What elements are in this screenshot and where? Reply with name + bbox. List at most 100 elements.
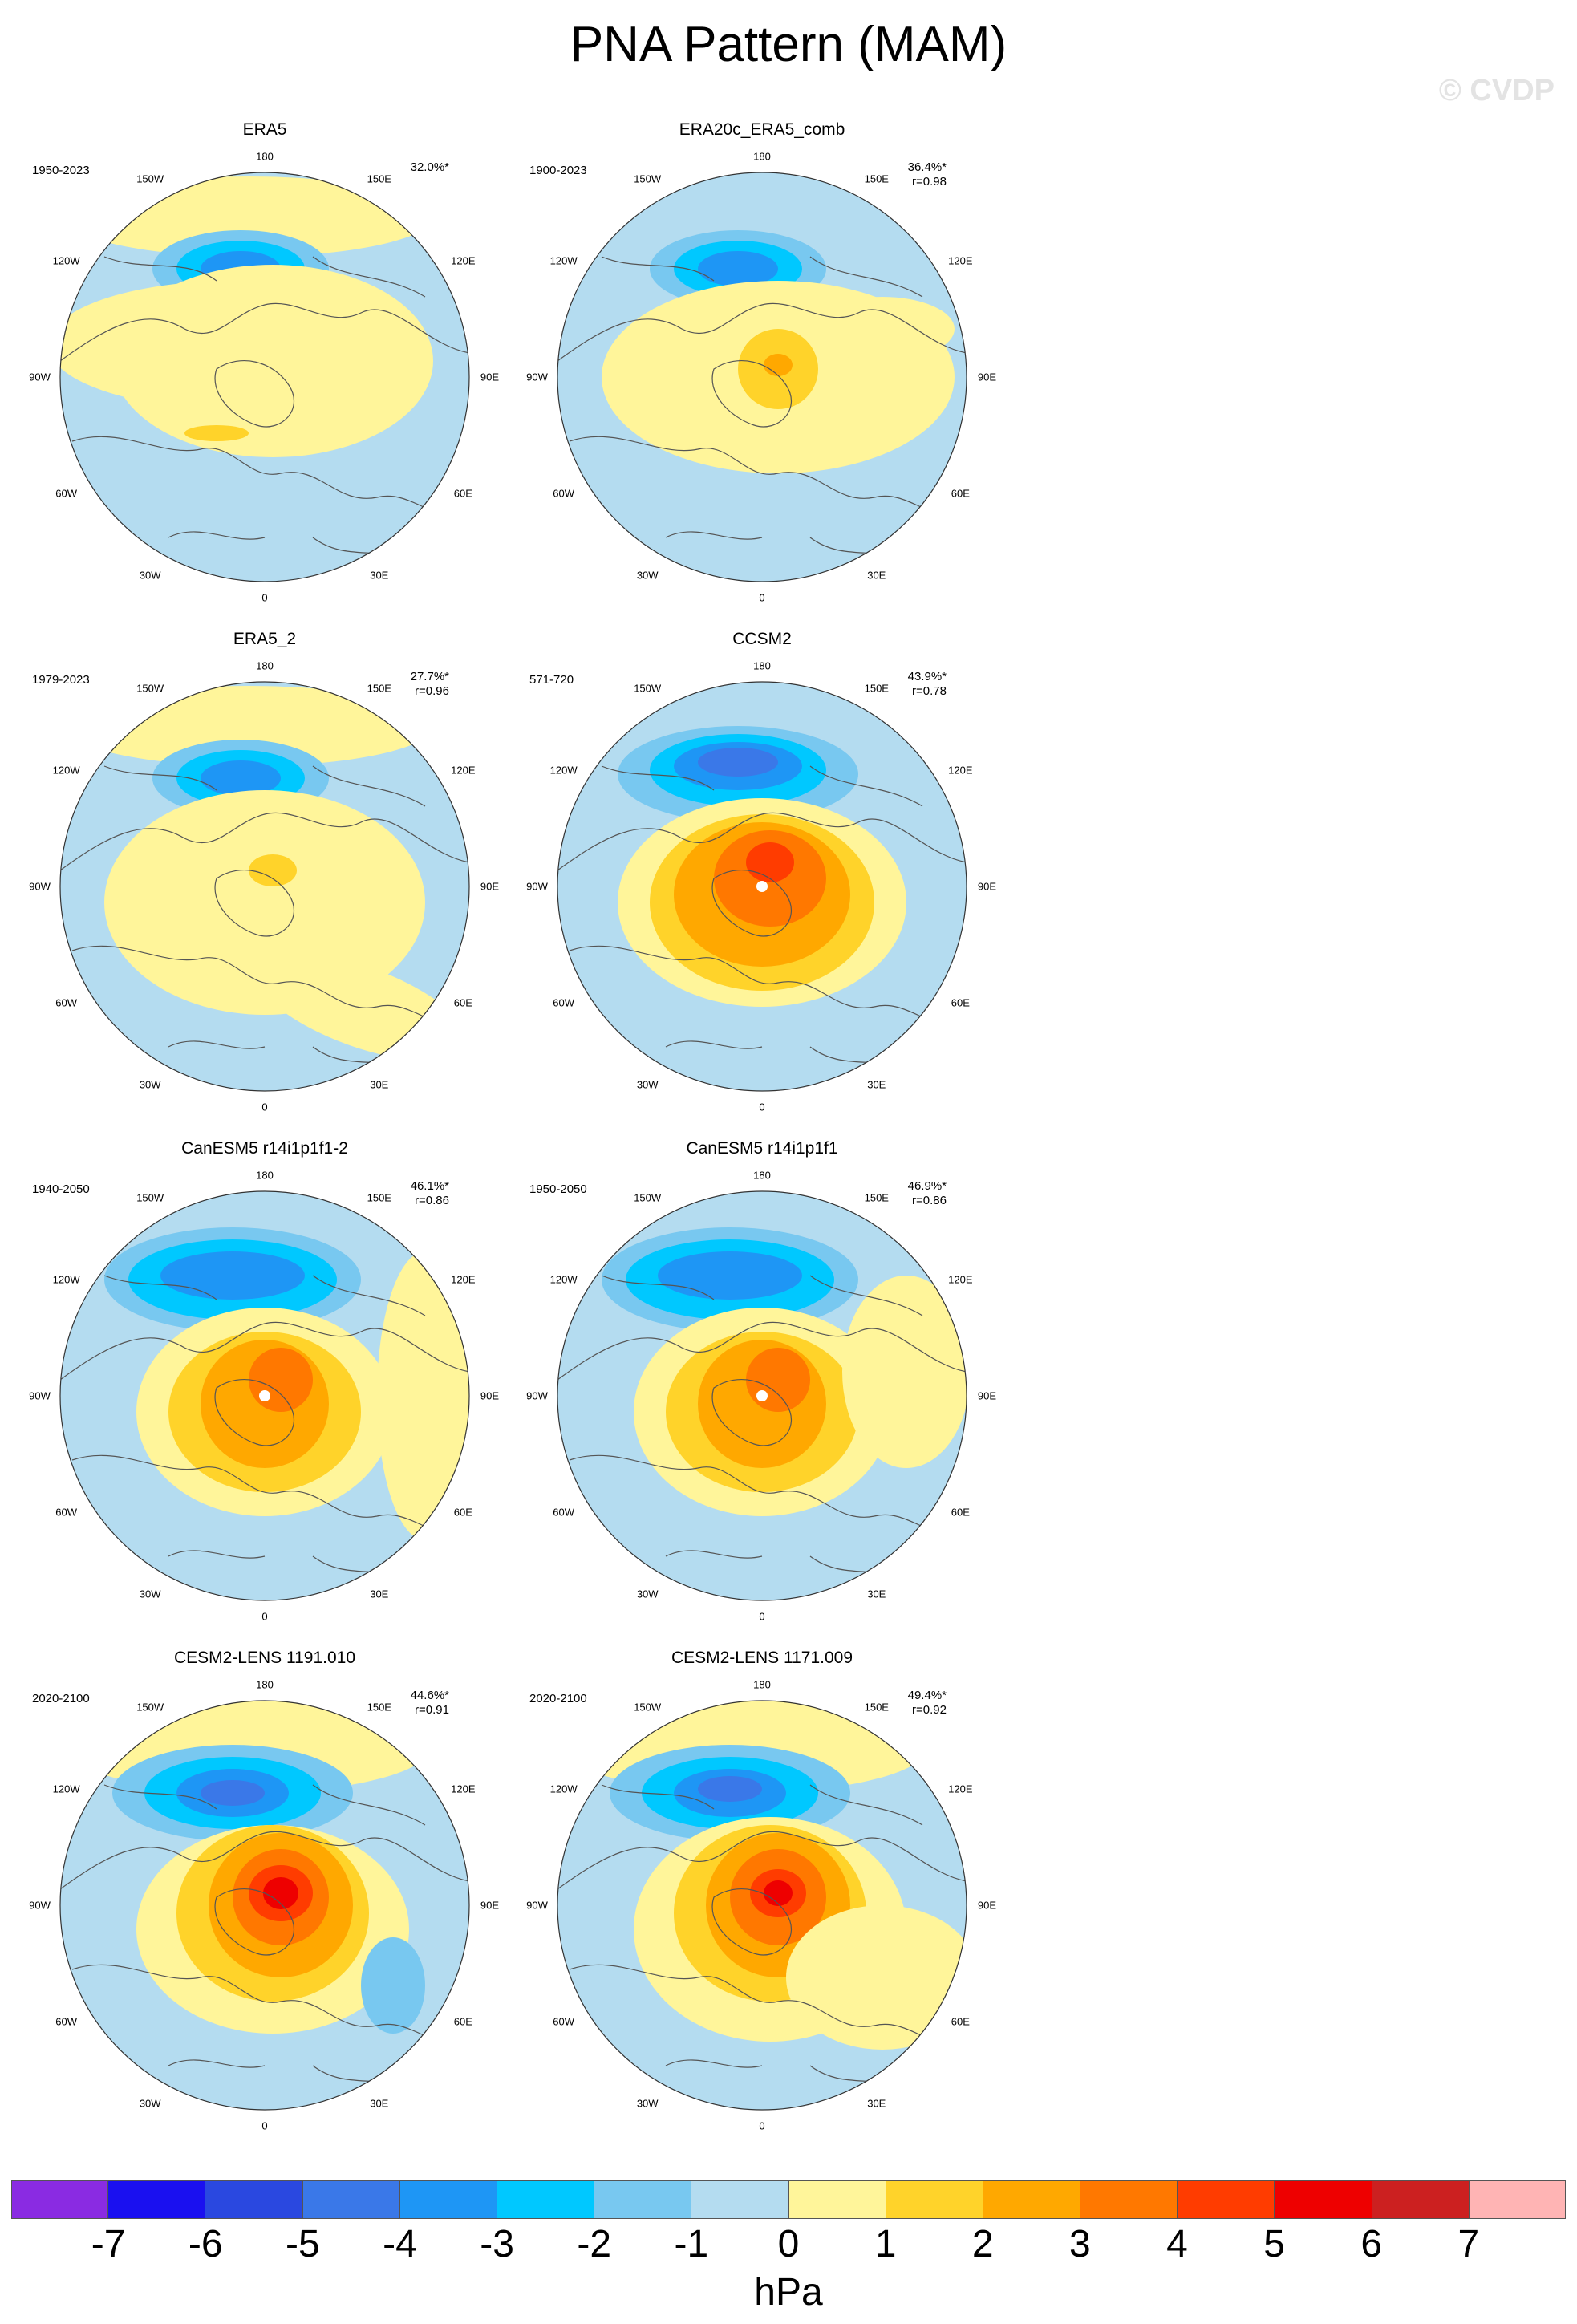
north-pole-marker [756, 1390, 768, 1401]
panel-title: CCSM2 [732, 630, 792, 648]
map-boundary [59, 681, 470, 1092]
longitude-label: 120W [549, 254, 578, 267]
colorbar-tick-label: -1 [674, 2223, 709, 2265]
longitude-label: 30E [867, 2097, 886, 2110]
longitude-label: 60E [951, 996, 970, 1009]
longitude-label: 60W [55, 2015, 78, 2028]
longitude-label: 30W [139, 1078, 161, 1091]
anomaly-contour [201, 1780, 265, 1806]
map-panel: ERA5 1950-2023 32.0%* 180 0 150W 150E 120W 120E 9… [0, 120, 529, 634]
panel-percent: 32.0%* [410, 160, 449, 174]
colorbar-tick-label: -7 [91, 2223, 126, 2265]
longitude-label: 0 [261, 591, 268, 604]
colorbar-tick-label: 2 [971, 2223, 994, 2265]
map-boundary [557, 1700, 967, 2111]
longitude-label: 30W [139, 2097, 161, 2110]
map-panel: ERA5_2 1979-2023 27.7%* r=0.96 180 0 150W 150E 1… [0, 630, 529, 1143]
longitude-label: 90W [526, 880, 548, 893]
anomaly-contour [810, 297, 955, 361]
colorbar-swatch [691, 2180, 789, 2219]
colorbar-swatch [886, 2180, 983, 2219]
colorbar-swatch [1275, 2180, 1372, 2219]
longitude-label: 90W [526, 1899, 548, 1912]
polar-map [557, 1190, 967, 1601]
panel-years: 1940-2050 [32, 1182, 90, 1196]
panel-stats: 44.6%* r=0.91 [385, 1689, 449, 1718]
anomaly-contour [249, 854, 297, 886]
copyright-watermark: © CVDP [1438, 74, 1555, 107]
polar-map [59, 1190, 470, 1601]
colorbar-swatch [788, 2180, 886, 2219]
map-boundary [59, 172, 470, 582]
anomaly-contour [764, 354, 793, 376]
polar-map [557, 1700, 967, 2111]
panel-percent: 49.4%* [907, 1689, 947, 1702]
longitude-label: 0 [261, 2119, 268, 2132]
longitude-label: 0 [759, 2119, 765, 2132]
panel-years: 1950-2050 [529, 1182, 587, 1196]
longitude-label: 90E [977, 371, 997, 383]
polar-map [59, 172, 470, 582]
panel-correlation: r=0.98 [912, 175, 947, 189]
map-panel: CESM2-LENS 1191.010 2020-2100 44.6%* r=0.91… [0, 1649, 529, 2162]
panel-title: CanESM5 r14i1p1f1 [686, 1139, 838, 1158]
longitude-label: 60E [951, 487, 970, 500]
colorbar-tick-label: -4 [383, 2223, 417, 2265]
colorbar-swatch [594, 2180, 692, 2219]
longitude-label: 120E [948, 1783, 973, 1795]
panel-correlation: r=0.78 [912, 684, 947, 698]
anomaly-contour [698, 748, 778, 777]
longitude-label: 150E [367, 172, 391, 185]
colorbar-tick-label: 0 [777, 2223, 800, 2265]
map-panel: CanESM5 r14i1p1f1-2 1940-2050 46.1%* r=0.86… [0, 1139, 529, 1653]
longitude-label: 60E [453, 1506, 472, 1519]
longitude-label: 150E [367, 1701, 391, 1714]
anomaly-contour [786, 1905, 967, 2050]
panel-correlation: r=0.86 [415, 1194, 449, 1207]
anomaly-contour [746, 842, 794, 882]
longitude-label: 90E [480, 880, 500, 893]
anomaly-contour [698, 1776, 762, 1802]
longitude-label: 90E [480, 1899, 500, 1912]
longitude-label: 120W [549, 1273, 578, 1286]
coastline [60, 256, 469, 562]
longitude-label: 30W [636, 1588, 659, 1600]
longitude-label: 120W [52, 1273, 80, 1286]
longitude-label: 150W [136, 1701, 164, 1714]
colorbar-tick-label: 5 [1263, 2223, 1285, 2265]
colorbar-swatch [1080, 2180, 1178, 2219]
longitude-label: 60W [553, 1506, 575, 1519]
panel-stats: 36.4%* r=0.98 [882, 160, 947, 189]
anomaly-contour [249, 1348, 313, 1412]
panel-stats: 43.9%* r=0.78 [882, 670, 947, 699]
longitude-label: 0 [759, 1610, 765, 1623]
longitude-label: 30E [370, 2097, 389, 2110]
longitude-label: 120W [549, 1783, 578, 1795]
panel-stats: 32.0%* [385, 160, 449, 175]
anomaly-contour [377, 1251, 469, 1540]
panel-title: ERA5 [242, 120, 287, 139]
longitude-label: 60W [553, 996, 575, 1009]
panel-correlation: r=0.92 [912, 1703, 947, 1717]
longitude-label: 150W [634, 682, 662, 695]
panel-title: CESM2-LENS 1191.010 [173, 1649, 356, 1667]
longitude-label: 150W [634, 172, 662, 185]
longitude-label: 30E [370, 1078, 389, 1091]
map-boundary [557, 1190, 967, 1601]
longitude-label: 150E [367, 1191, 391, 1204]
coastline [557, 765, 967, 1072]
panel-years: 571-720 [529, 673, 574, 687]
map-boundary [557, 172, 967, 582]
anomaly-contour [263, 1877, 298, 1909]
longitude-label: 90W [526, 371, 548, 383]
north-pole-marker [259, 1390, 270, 1401]
map-boundary [59, 1700, 470, 2111]
colorbar-swatch [108, 2180, 206, 2219]
page-title: PNA Pattern (MAM) [570, 17, 1007, 72]
longitude-label: 60W [553, 487, 575, 500]
anomaly-contour [60, 281, 417, 409]
longitude-label: 90E [977, 880, 997, 893]
panel-correlation: r=0.91 [415, 1703, 449, 1717]
longitude-label: 30W [139, 1588, 161, 1600]
anomaly-contour [361, 1937, 425, 2034]
